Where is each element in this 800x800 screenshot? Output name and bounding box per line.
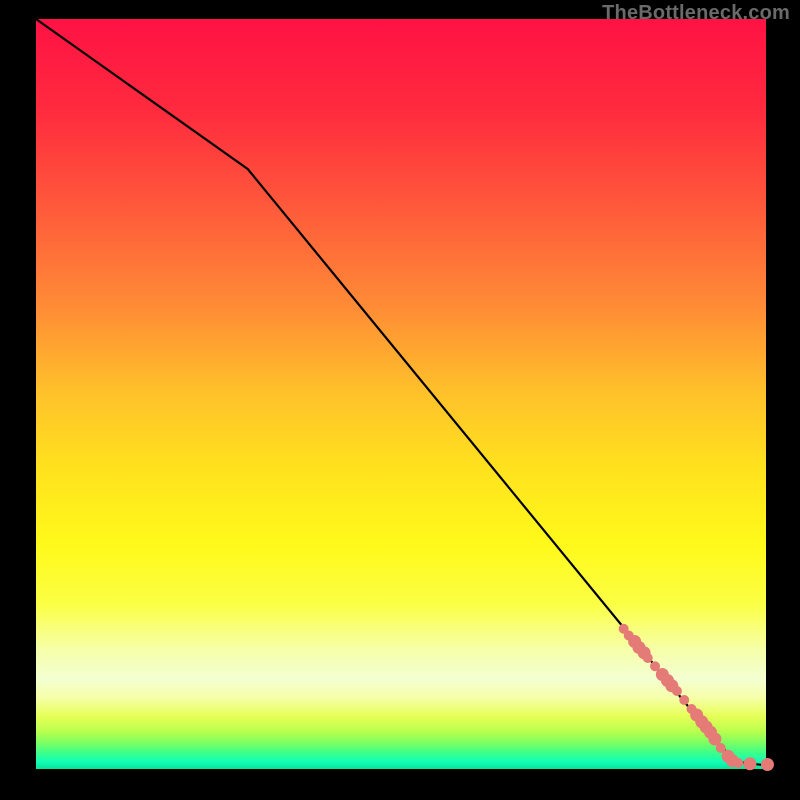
watermark-text: TheBottleneck.com [602,2,790,25]
chart-svg [0,0,800,800]
scatter-point [733,758,743,768]
scatter-point [743,757,756,770]
scatter-point [643,653,653,663]
plot-area [36,19,766,769]
scatter-point [761,758,774,771]
scatter-point [679,695,689,705]
chart-stage: TheBottleneck.com [0,0,800,800]
scatter-point [672,686,682,696]
